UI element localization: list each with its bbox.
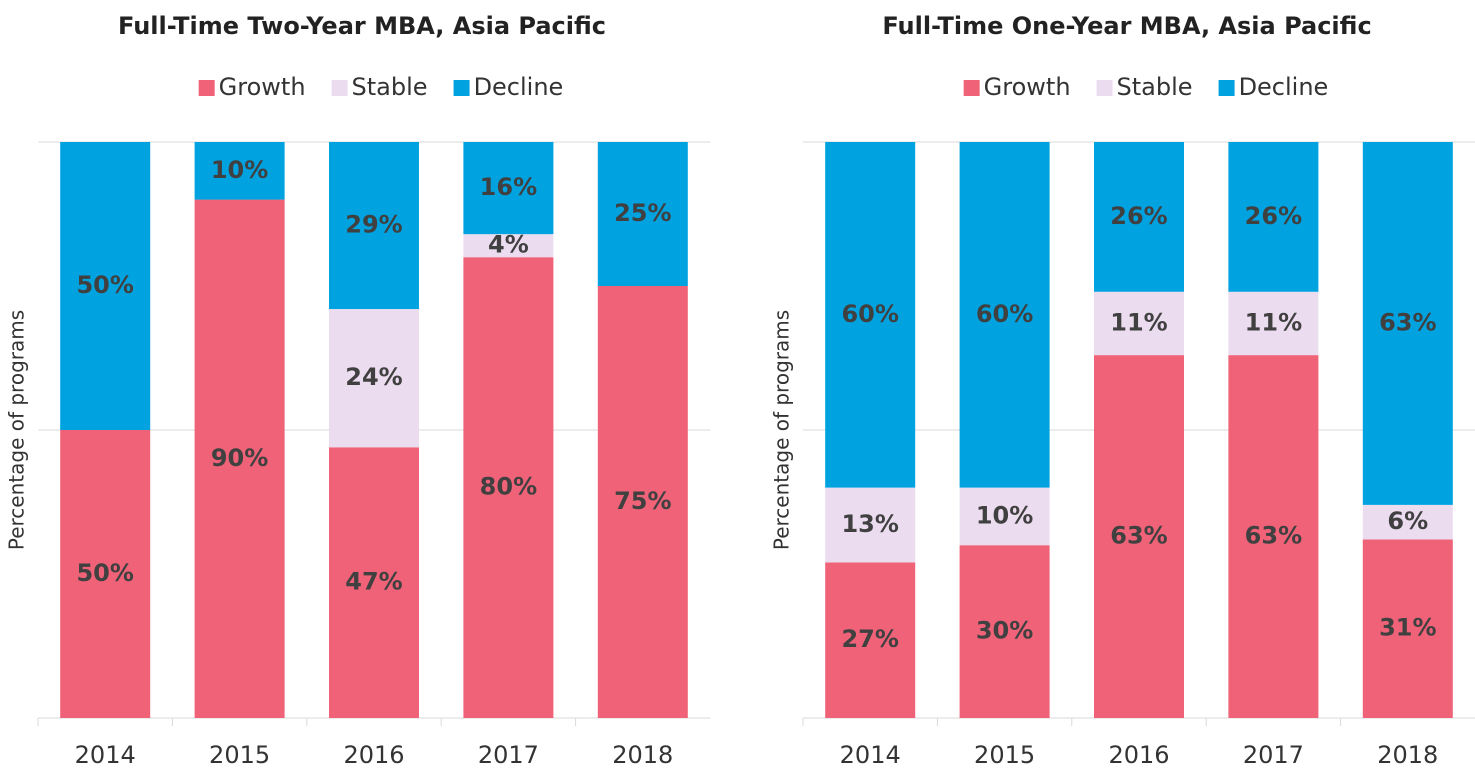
legend-label: Stable: [352, 73, 428, 101]
data-label: 47%: [345, 568, 402, 596]
x-tick-label: 2016: [343, 741, 404, 769]
data-label: 10%: [976, 501, 1033, 529]
legend-label: Growth: [219, 73, 306, 101]
legend-swatch: [453, 80, 470, 96]
data-label: 30%: [976, 617, 1033, 645]
data-label: 50%: [76, 271, 133, 299]
bar-segment: [1094, 355, 1184, 718]
data-label: 11%: [1110, 308, 1167, 336]
x-tick-label: 2016: [1108, 741, 1169, 769]
data-label: 26%: [1110, 202, 1167, 230]
x-tick-label: 2018: [612, 741, 673, 769]
bar-segment: [1228, 355, 1319, 718]
data-label: 16%: [480, 173, 537, 201]
x-tick-label: 2018: [1377, 741, 1438, 769]
data-label: 29%: [345, 211, 402, 239]
chart-title: Full-Time One-Year MBA, Asia Pacific: [882, 12, 1371, 40]
legend-swatch: [963, 80, 980, 96]
legend-swatch: [331, 80, 348, 96]
legend-swatch: [198, 80, 215, 96]
data-label: 11%: [1245, 308, 1302, 336]
bar-segment: [1228, 142, 1319, 292]
bar-segment: [959, 545, 1050, 718]
bar-segment: [194, 199, 285, 719]
bar-segment: [60, 430, 151, 718]
legend-label: Decline: [1239, 73, 1329, 101]
data-label: 90%: [211, 444, 268, 472]
x-tick-label: 2014: [75, 741, 136, 769]
y-axis-label: Percentage of programs: [770, 310, 794, 550]
data-label: 60%: [841, 300, 898, 328]
bar-segment: [1228, 291, 1319, 356]
bar-segment: [329, 309, 419, 448]
legend-swatch: [1218, 80, 1235, 96]
bar-segment: [1362, 539, 1453, 718]
legend-label: Stable: [1117, 73, 1193, 101]
data-label: 13%: [841, 510, 898, 538]
bar-segment: [329, 142, 419, 310]
bar-segment: [597, 286, 688, 718]
data-label: 80%: [480, 473, 537, 501]
data-label: 63%: [1245, 522, 1302, 550]
bar-segment: [60, 142, 151, 430]
bar-segment: [1362, 504, 1453, 540]
bar-segment: [463, 234, 554, 258]
legend-swatch: [1096, 80, 1113, 96]
bar-segment: [194, 142, 285, 200]
x-tick-label: 2014: [840, 741, 901, 769]
bar-segment: [329, 447, 419, 718]
bar-segment: [1094, 291, 1184, 356]
bar-segment: [1362, 142, 1453, 505]
x-tick-label: 2015: [209, 741, 270, 769]
data-label: 60%: [976, 300, 1033, 328]
x-tick-label: 2017: [1243, 741, 1304, 769]
data-label: 24%: [345, 363, 402, 391]
data-label: 25%: [614, 199, 671, 227]
bar-segment: [825, 142, 916, 488]
bar-segment: [463, 142, 554, 235]
data-label: 31%: [1379, 614, 1436, 642]
x-tick-label: 2017: [478, 741, 539, 769]
chart-title: Full-Time Two-Year MBA, Asia Pacific: [118, 12, 606, 40]
data-label: 63%: [1110, 522, 1167, 550]
bar-segment: [463, 257, 554, 718]
bar-segment: [1094, 142, 1184, 292]
data-label: 50%: [76, 559, 133, 587]
bar-segment: [825, 562, 916, 718]
legend-label: Growth: [984, 73, 1071, 101]
bar-segment: [825, 487, 916, 563]
data-label: 27%: [841, 625, 898, 653]
x-tick-label: 2015: [974, 741, 1035, 769]
bar-segment: [959, 142, 1050, 488]
bar-segment: [959, 487, 1050, 546]
bar-segment: [597, 142, 688, 286]
data-label: 75%: [614, 487, 671, 515]
data-label: 10%: [211, 156, 268, 184]
y-axis-label: Percentage of programs: [5, 310, 29, 550]
data-label: 4%: [488, 231, 529, 259]
data-label: 6%: [1387, 507, 1428, 535]
data-label: 26%: [1245, 202, 1302, 230]
legend-label: Decline: [474, 73, 564, 101]
data-label: 63%: [1379, 308, 1436, 336]
